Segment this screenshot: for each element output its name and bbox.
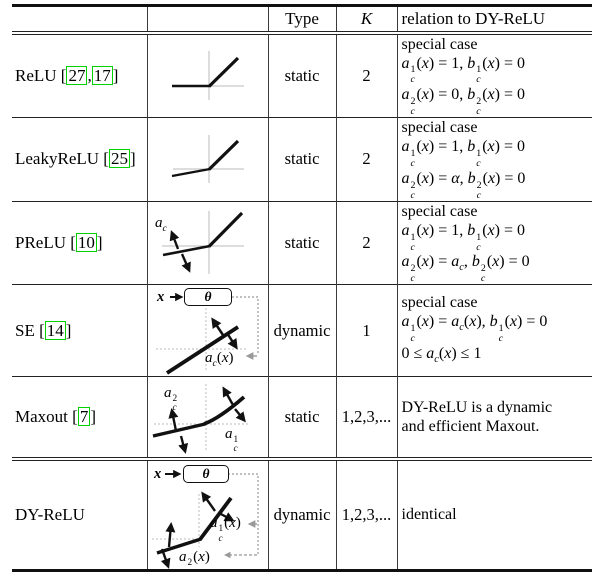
citation-link[interactable]: 14 (44, 320, 66, 340)
relation-cell: special case a 1 c (x) = 1, b 1 c (x) = 0 a 2 c(… (396, 32, 592, 118)
method-name-prelu: PReLU [10] (15, 232, 103, 252)
table-row-prelu: PReLU [10] ac static 2 (12, 201, 592, 285)
header-name (12, 6, 147, 33)
citation-link[interactable]: 7 (77, 407, 91, 427)
header-row: Type K relation to DY-ReLU (12, 5, 592, 33)
leakyrelu-curve-figure (148, 131, 267, 188)
method-name-leakyrelu: LeakyReLU [25] (15, 149, 136, 169)
header-figure (146, 5, 268, 33)
k-value: 1 (335, 284, 397, 377)
method-name-se: SE [14] (15, 320, 72, 340)
se-slope-label: ac(x) (205, 350, 234, 370)
prelu-slope-label: ac (155, 214, 167, 234)
citation-link[interactable]: 10 (75, 232, 97, 252)
relu-curve-figure (148, 47, 267, 105)
type-value: dynamic (267, 458, 336, 571)
citation-link[interactable]: 17 (91, 65, 113, 85)
k-value: 2 (335, 117, 397, 202)
citation-group: [14] (39, 320, 72, 340)
table-row-se: SE [14] x θ a (12, 284, 592, 377)
method-name-maxout: Maxout [7] (15, 407, 96, 427)
relation-cell: DY-ReLU is a dynamic and efficient Maxou… (396, 376, 592, 459)
dyrelu-input-label: x (154, 465, 162, 482)
header-k: K (335, 5, 397, 33)
type-value: static (267, 376, 336, 459)
type-value: static (267, 117, 336, 202)
citation-group: [7] (72, 407, 96, 427)
type-value: static (267, 201, 336, 285)
type-value: dynamic (267, 284, 336, 377)
relation-cell: identical (396, 458, 592, 571)
header-relation: relation to DY-ReLU (396, 5, 592, 33)
citation-group: [10] (70, 232, 103, 252)
header-type: Type (267, 5, 336, 33)
relation-cell: special case a 1 c (x) = 1, b 1 c (x) = 0 a 2 c(… (396, 201, 592, 285)
k-value: 1,2,3,... (335, 376, 397, 459)
k-value: 1,2,3,... (335, 458, 397, 571)
table-row-dyrelu: DY-ReLU (12, 458, 592, 571)
dyrelu-diagram-figure: x θ a1c(x) a2c(x) (148, 461, 267, 570)
dyrelu-lower-slope-label: a2c(x) (179, 548, 210, 570)
activation-comparison-table: Type K relation to DY-ReLU ReLU [27, 17] (12, 4, 592, 572)
se-theta-box: θ (184, 288, 232, 307)
citation-group: [27, 17] (60, 65, 119, 85)
k-value: 2 (335, 201, 397, 285)
method-name-dyrelu: DY-ReLU (15, 504, 85, 524)
se-diagram-figure: x θ ac(x) (148, 286, 267, 375)
k-value: 2 (335, 32, 397, 118)
prelu-curve-figure: ac (148, 207, 267, 279)
dyrelu-upper-slope-label: a 1 c (x) (210, 514, 241, 544)
table-row-relu: ReLU [27, 17] static 2 special case a 1 c (x… (12, 32, 592, 118)
type-value: static (267, 32, 336, 118)
method-name-relu: ReLU [27, 17] (15, 65, 119, 85)
relation-cell: special case a 1 c (x) = ac(x), b 1 c (x) = 0 … (396, 284, 592, 377)
citation-link[interactable]: 25 (108, 149, 130, 169)
dyrelu-theta-box: θ (183, 464, 229, 483)
se-input-label: x (157, 289, 165, 306)
relation-cell: special case a 1 c (x) = 1, b 1 c (x) = 0 a 2 c(… (396, 117, 592, 202)
citation-group: [25] (103, 149, 136, 169)
citation-link[interactable]: 27 (66, 65, 88, 85)
